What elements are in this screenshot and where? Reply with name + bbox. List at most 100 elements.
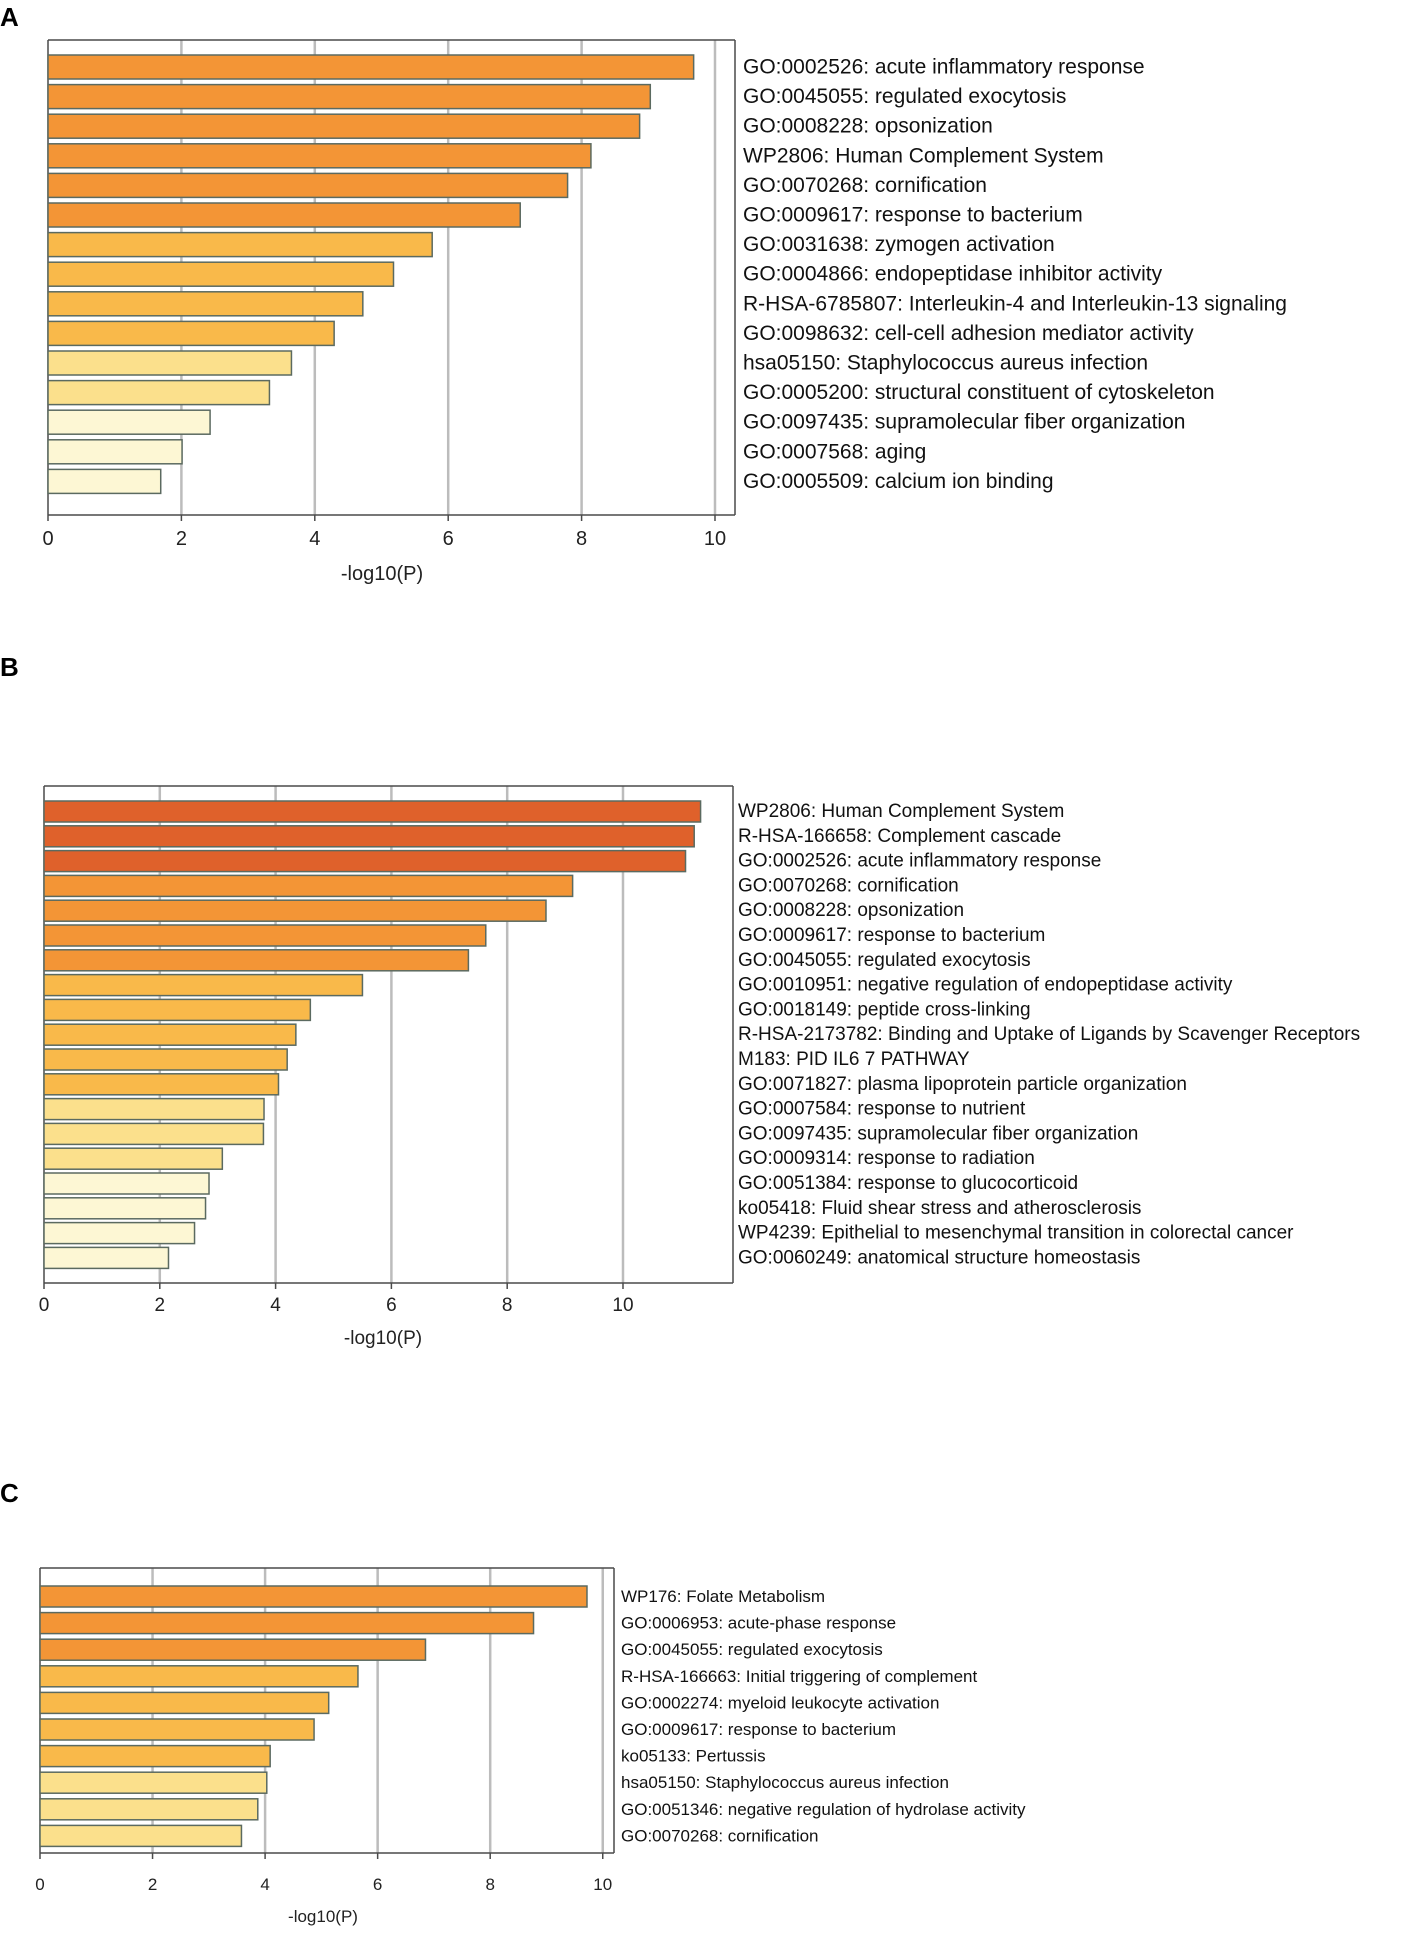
panel-c-bar: [39, 1718, 315, 1741]
panel-c-x-tick-label: 10: [593, 1875, 612, 1894]
panel-b-bar-label: GO:0070268: cornification: [738, 875, 959, 896]
panel-b-bar: [43, 949, 470, 972]
panel-b-bar: [43, 1023, 297, 1046]
panel-b-x-axis-title: -log10(P): [344, 1328, 422, 1349]
panel-a-x-tick-label: 0: [42, 528, 53, 550]
panel-b-bar-label: R-HSA-2173782: Binding and Uptake of Lig…: [738, 1024, 1360, 1045]
panel-b-bar-label: GO:0060249: anatomical structure homeost…: [738, 1247, 1140, 1268]
panel-a-x-tick-label: 8: [576, 528, 587, 550]
panel-c-bar: [39, 1585, 588, 1608]
panel-c-x-tick-label: 0: [35, 1875, 44, 1894]
panel-a-bar-label: hsa05150: Staphylococcus aureus infectio…: [743, 352, 1148, 375]
panel-a-bar: [47, 350, 293, 376]
panel-c-bar: [39, 1824, 243, 1848]
panel-b-bar-label: GO:0071827: plasma lipoprotein particle …: [738, 1074, 1187, 1095]
panel-c-bar: [39, 1691, 330, 1715]
panel-b-x-tick-label: 8: [502, 1295, 513, 1316]
panel-b-bar-label: WP4239: Epithelial to mesenchymal transi…: [738, 1223, 1294, 1244]
panel-c-bar-label: WP176: Folate Metabolism: [621, 1587, 825, 1606]
panel-b-x-tick-label: 2: [155, 1295, 166, 1316]
panel-a-bar-label: GO:0002526: acute inflammatory response: [743, 56, 1145, 79]
panel-b-bar: [43, 1073, 280, 1096]
panel-a-bar-label: GO:0009617: response to bacterium: [743, 204, 1083, 227]
panel-b-bar-label: ko05418: Fluid shear stress and atherosc…: [738, 1198, 1141, 1219]
panel-a-bar-label: GO:0005200: structural constituent of cy…: [743, 381, 1215, 404]
panel-b-bar: [43, 825, 695, 848]
panel-b-bar: [43, 1246, 170, 1270]
panel-a-bar: [47, 409, 211, 435]
panel-c-bar: [39, 1638, 427, 1661]
panel-a-bar-label: GO:0097435: supramolecular fiber organiz…: [743, 411, 1185, 434]
panel-b-bar: [43, 1172, 210, 1195]
panel-a-x-tick-label: 4: [309, 528, 320, 550]
panel-a-bar-label: GO:0004866: endopeptidase inhibitor acti…: [743, 263, 1163, 286]
panel-c-bar-label: GO:0070268: cornification: [621, 1826, 819, 1845]
panel-b-bar: [43, 874, 574, 898]
panel-c-bar: [39, 1665, 359, 1688]
panel-b-x-tick-label: 4: [270, 1295, 281, 1316]
panel-c-bar: [39, 1798, 259, 1821]
panel-c-bar-label: ko05133: Pertussis: [621, 1747, 766, 1766]
panel-a-bar-label: GO:0031638: zymogen activation: [743, 233, 1055, 256]
panel-c-x-tick-label: 2: [148, 1875, 157, 1894]
panel-a-bar: [47, 143, 592, 169]
panel-b-bar-label: GO:0051384: response to glucocorticoid: [738, 1173, 1078, 1194]
panel-a-bar: [47, 54, 695, 80]
panel-b-bar-label: GO:0018149: peptide cross-linking: [738, 999, 1031, 1020]
panel-c-letter: C: [0, 1478, 19, 1508]
panel-b-bar-label: GO:0009314: response to radiation: [738, 1148, 1035, 1169]
panel-c-bar-label: GO:0051346: negative regulation of hydro…: [621, 1800, 1026, 1819]
panel-c-bar: [39, 1611, 535, 1635]
panel-c-x-tick-label: 4: [260, 1875, 269, 1894]
panel-b-bar-label: GO:0045055: regulated exocytosis: [738, 950, 1031, 971]
panel-a-bar-label: WP2806: Human Complement System: [743, 144, 1104, 167]
panel-c-bar-label: hsa05150: Staphylococcus aureus infectio…: [621, 1773, 949, 1792]
panel-a-x-axis-title: -log10(P): [341, 563, 423, 585]
panel-b-bar-label: R-HSA-166658: Complement cascade: [738, 826, 1061, 847]
panel-b-bar: [43, 973, 364, 997]
panel-a-letter: A: [0, 2, 19, 32]
panel-c-bar: [39, 1771, 268, 1794]
panel-c-bar: [39, 1744, 271, 1768]
panel-a-bar-label: GO:0008228: opsonization: [743, 115, 993, 138]
panel-a-x-tick-label: 2: [176, 528, 187, 550]
panel-b-bar: [43, 1097, 265, 1121]
panel-a-bar: [47, 439, 183, 465]
panel-b-bar: [43, 800, 702, 823]
panel-b-bar-label: WP2806: Human Complement System: [738, 801, 1064, 822]
panel-a-bar: [47, 231, 433, 258]
panel-b-bar: [43, 1221, 196, 1245]
panel-a-bar-label: GO:0098632: cell-cell adhesion mediator …: [743, 322, 1194, 345]
panel-b-x-tick-label: 0: [39, 1295, 50, 1316]
panel-b-bar: [43, 1048, 288, 1071]
panel-c-bar-label: R-HSA-166663: Initial triggering of comp…: [621, 1667, 978, 1686]
panel-b-bar-label: GO:0009617: response to bacterium: [738, 925, 1045, 946]
panel-c: C WP176: Folate Metabolism GO:0006953: acu…: [0, 1478, 1026, 1926]
panel-b-letter: B: [0, 652, 19, 682]
panel-b-x-tick-label: 10: [612, 1295, 633, 1316]
panel-b-bar-label: GO:0010951: negative regulation of endop…: [738, 975, 1233, 996]
panel-a-bar: [47, 379, 271, 406]
panel-c-bar-label: GO:0002274: myeloid leukocyte activation: [621, 1693, 939, 1712]
panel-a-bar: [47, 113, 641, 139]
panel-a-x-tick-label: 10: [704, 528, 726, 550]
panel-a-bar-label: R-HSA-6785807: Interleukin-4 and Interle…: [743, 292, 1287, 315]
panel-a-bar-label: GO:0045055: regulated exocytosis: [743, 85, 1066, 108]
panel-b-bar: [43, 1197, 207, 1220]
panel-b-bar: [43, 849, 687, 873]
panel-c-bar-label: GO:0006953: acute-phase response: [621, 1614, 896, 1633]
panel-b: B WP2806: Human Complement System R-HSA-16…: [0, 652, 1360, 1349]
panel-a-bar: [47, 172, 569, 199]
panel-a-bar-label: GO:0005509: calcium ion binding: [743, 470, 1054, 493]
panel-a-bar: [47, 261, 395, 287]
panel-a-bar: [47, 83, 652, 110]
panel-b-bar-label: GO:0097435: supramolecular fiber organiz…: [738, 1123, 1138, 1144]
panel-c-bar-label: GO:0009617: response to bacterium: [621, 1720, 896, 1739]
panel-a-bar: [47, 468, 162, 495]
panel-a-bar-label: GO:0007568: aging: [743, 440, 926, 463]
panel-b-x-tick-label: 6: [386, 1295, 397, 1316]
panel-a-bar: [47, 291, 364, 317]
panel-a-bar: [47, 202, 521, 228]
